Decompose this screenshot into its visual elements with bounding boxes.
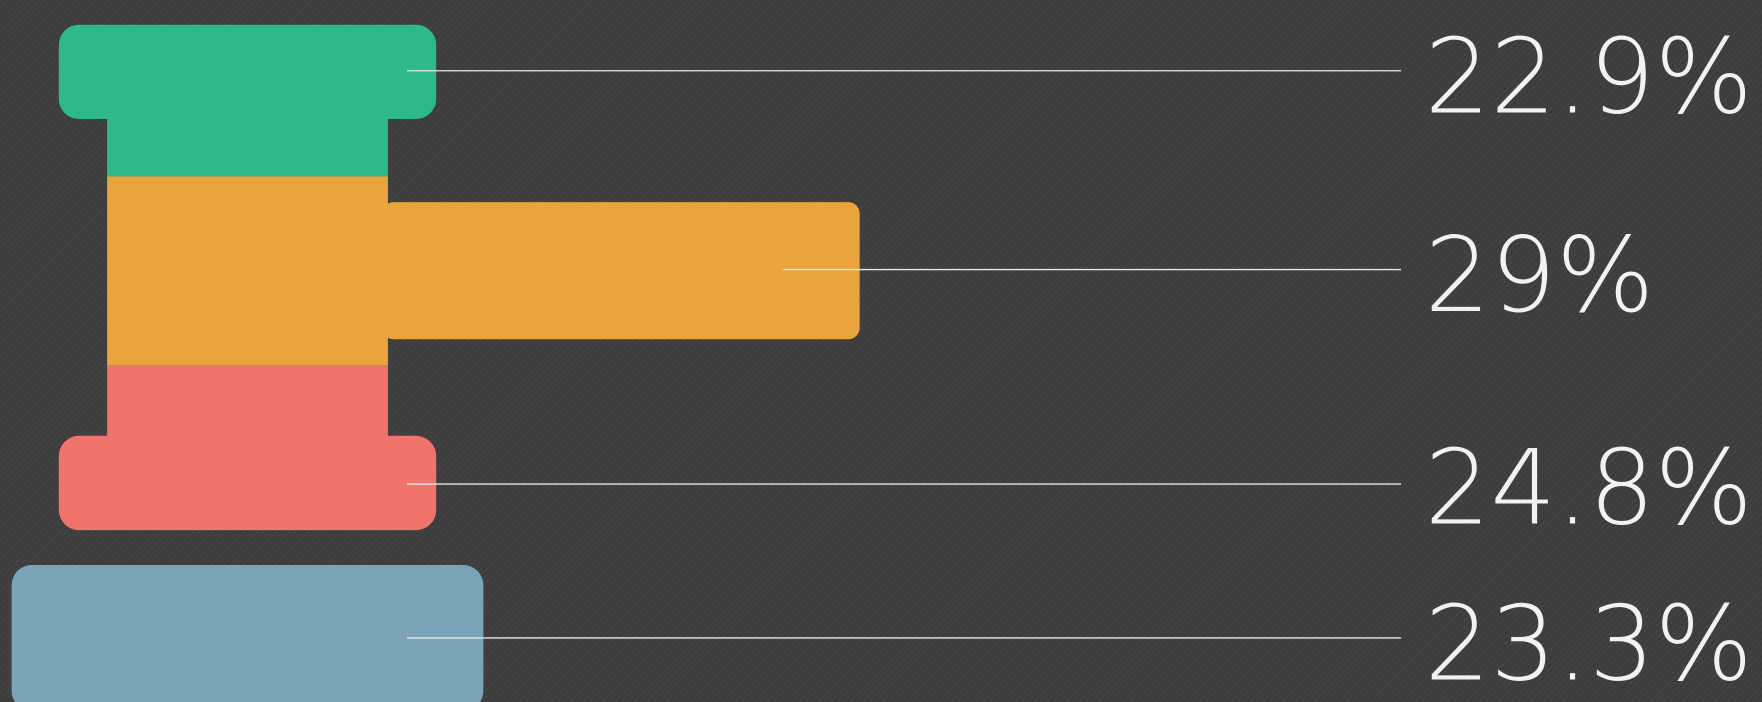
gavel-part (107, 176, 388, 365)
gavel-part (107, 112, 388, 176)
page: 22.9%29%24.8%23.3% (() => { const data =… (0, 0, 1762, 702)
infographic: 22.9% 29% 24.8% 23.3% (0, 0, 1762, 702)
percentage-label: 29% (1425, 216, 1655, 336)
gavel-part (12, 565, 484, 702)
gavel-part (59, 25, 436, 119)
percentage-label: 24.8% (1425, 428, 1753, 548)
percentage-label: 23.3% (1425, 585, 1753, 702)
gavel-part (59, 436, 436, 530)
gavel-part (107, 365, 388, 440)
percentage-label: 22.9% (1425, 17, 1753, 137)
gavel-part (382, 202, 859, 339)
